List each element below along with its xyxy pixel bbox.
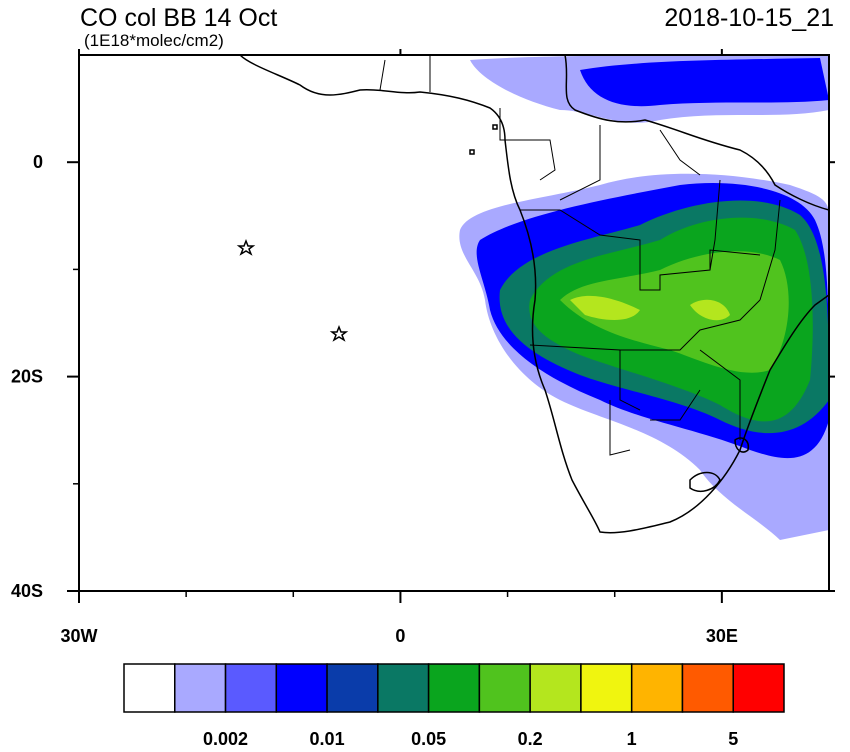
star-island — [329, 324, 349, 342]
colorbar-box — [275, 663, 328, 713]
colorbar-label: 0.2 — [518, 729, 543, 747]
coastline — [564, 55, 829, 211]
colorbar-label: 1 — [627, 729, 637, 747]
plume — [690, 299, 730, 321]
title: CO col BB 14 Oct — [80, 4, 277, 32]
colorbar-box — [478, 663, 531, 713]
y-tick-label: 40S — [11, 581, 43, 601]
map-frame — [78, 54, 830, 592]
coastline — [734, 437, 750, 453]
coastline — [469, 124, 498, 155]
colorbar-box — [630, 663, 684, 713]
colorbar-box — [224, 663, 278, 713]
coastline — [239, 55, 829, 534]
colorbar-box — [529, 663, 582, 713]
colorbar-box — [732, 663, 785, 713]
x-tick-label: 0 — [395, 626, 405, 646]
map-area — [236, 55, 829, 540]
x-tick-label: 30W — [60, 626, 97, 646]
timestamp: 2018-10-15_21 — [664, 4, 834, 32]
colorbar-label: 5 — [728, 729, 738, 747]
x-tick-label: 30E — [706, 626, 738, 646]
y-tick-label: 20S — [11, 367, 43, 387]
colorbar-label: 0.05 — [411, 729, 446, 747]
colorbar-box — [174, 663, 227, 713]
star-island — [236, 238, 256, 256]
plume — [570, 295, 640, 320]
y-tick-label: 0 — [33, 152, 43, 172]
colorbar-box — [427, 663, 481, 713]
colorbar-label: 0.01 — [310, 729, 345, 747]
colorbar-box — [326, 663, 379, 713]
border — [379, 55, 781, 456]
colorbar-box — [123, 663, 176, 713]
coastline — [689, 471, 721, 492]
colorbar-label: 0.002 — [203, 729, 248, 747]
plume — [560, 251, 789, 373]
colorbar-box — [681, 663, 734, 713]
subtitle: (1E18*molec/cm2) — [84, 31, 224, 50]
colorbar-box — [580, 663, 633, 713]
plume — [580, 58, 829, 107]
colorbar-box — [377, 663, 430, 713]
